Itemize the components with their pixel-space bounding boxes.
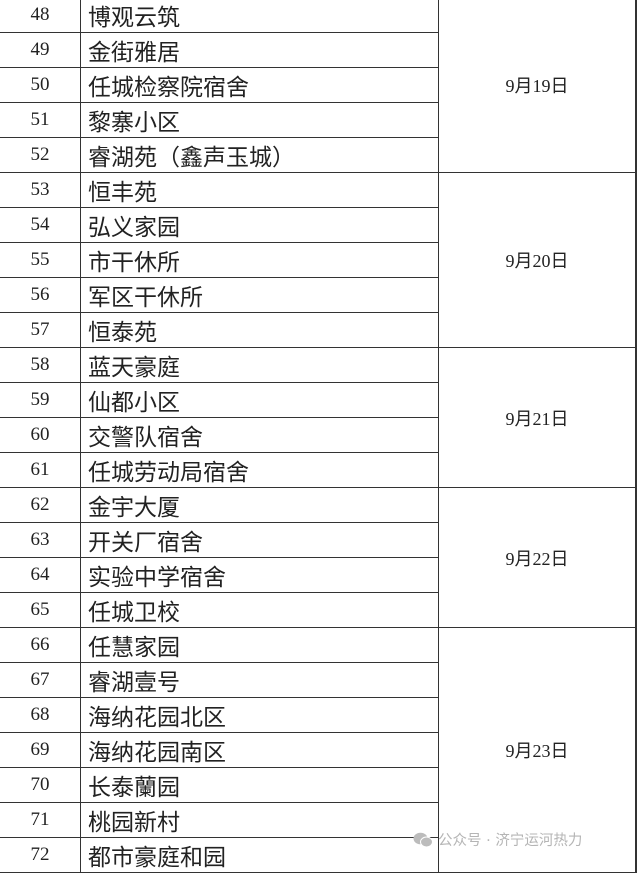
table-row: 66 任慧家园 9月23日 <box>0 627 637 873</box>
community-name: 恒泰苑 <box>80 312 439 348</box>
community-name: 都市豪庭和园 <box>80 837 439 873</box>
row-number: 58 <box>0 347 81 383</box>
row-number: 67 <box>0 662 81 698</box>
date-cell: 9月20日 <box>438 172 637 348</box>
community-name: 市干休所 <box>80 242 439 278</box>
community-name: 交警队宿舍 <box>80 417 439 453</box>
row-number: 63 <box>0 522 81 558</box>
row-number: 53 <box>0 172 81 208</box>
community-name: 仙都小区 <box>80 382 439 418</box>
table-row: 71 桃园新村 <box>0 802 636 838</box>
community-name: 黎寨小区 <box>80 102 439 138</box>
watermark-text: 公众号 · 济宁运河热力 <box>438 833 583 849</box>
row-number: 50 <box>0 67 81 103</box>
table-row: 49 金街雅居 <box>0 32 636 68</box>
row-number: 51 <box>0 102 81 138</box>
table-row: 55 市干休所 <box>0 242 636 278</box>
community-name: 睿湖壹号 <box>80 662 439 698</box>
community-name: 桃园新村 <box>80 802 439 838</box>
community-name: 博观云筑 <box>80 0 439 33</box>
watermark: 公众号 · 济宁运河热力 <box>413 829 582 850</box>
table-row: 62 金宇大厦 9月22日 <box>0 487 637 628</box>
community-name: 任城检察院宿舍 <box>80 67 439 103</box>
row-number: 65 <box>0 592 81 628</box>
row-number: 56 <box>0 277 81 313</box>
table-row: 70 长泰蘭园 <box>0 767 636 803</box>
table-row: 67 睿湖壹号 <box>0 662 636 698</box>
date-cell: 9月23日 <box>438 627 637 873</box>
row-number: 66 <box>0 627 81 663</box>
row-number: 62 <box>0 487 81 523</box>
date-cell: 9月19日 <box>438 0 637 173</box>
row-number: 71 <box>0 802 81 838</box>
row-number: 61 <box>0 452 81 488</box>
community-name: 任慧家园 <box>80 627 439 663</box>
community-name: 海纳花园北区 <box>80 697 439 733</box>
community-name: 睿湖苑（鑫声玉城） <box>80 137 439 173</box>
table-row: 54 弘义家园 <box>0 207 636 243</box>
community-name: 任城劳动局宿舍 <box>80 452 439 488</box>
row-number: 52 <box>0 137 81 173</box>
table-row: 68 海纳花园北区 <box>0 697 636 733</box>
row-number: 48 <box>0 0 81 33</box>
wechat-icon <box>413 832 433 848</box>
row-number: 49 <box>0 32 81 68</box>
community-name: 海纳花园南区 <box>80 732 439 768</box>
row-number: 70 <box>0 767 81 803</box>
row-number: 72 <box>0 837 81 873</box>
table-row: 58 蓝天豪庭 9月21日 <box>0 347 637 488</box>
table-row: 52 睿湖苑（鑫声玉城） <box>0 137 636 173</box>
table-row: 48 博观云筑 9月19日 <box>0 0 637 173</box>
community-name: 蓝天豪庭 <box>80 347 439 383</box>
row-number: 57 <box>0 312 81 348</box>
community-name: 军区干休所 <box>80 277 439 313</box>
row-number: 54 <box>0 207 81 243</box>
community-name: 长泰蘭园 <box>80 767 439 803</box>
community-name: 弘义家园 <box>80 207 439 243</box>
table-row: 57 恒泰苑 <box>0 312 636 348</box>
community-name: 任城卫校 <box>80 592 439 628</box>
row-number: 69 <box>0 732 81 768</box>
date-cell: 9月21日 <box>438 347 637 488</box>
row-number: 59 <box>0 382 81 418</box>
table-row: 53 恒丰苑 9月20日 <box>0 172 637 348</box>
community-name: 金街雅居 <box>80 32 439 68</box>
row-number: 68 <box>0 697 81 733</box>
community-name: 开关厂宿舍 <box>80 522 439 558</box>
table-row: 56 军区干休所 <box>0 277 636 313</box>
row-number: 64 <box>0 557 81 593</box>
table-row: 64 实验中学宿舍 <box>0 557 636 593</box>
table-row: 51 黎寨小区 <box>0 102 636 138</box>
row-number: 60 <box>0 417 81 453</box>
table-row: 59 仙都小区 <box>0 382 636 418</box>
community-name: 恒丰苑 <box>80 172 439 208</box>
table-row: 63 开关厂宿舍 <box>0 522 636 558</box>
community-name: 实验中学宿舍 <box>80 557 439 593</box>
row-number: 55 <box>0 242 81 278</box>
community-name: 金宇大厦 <box>80 487 439 523</box>
date-cell: 9月22日 <box>438 487 637 628</box>
table-row: 61 任城劳动局宿舍 <box>0 452 636 488</box>
